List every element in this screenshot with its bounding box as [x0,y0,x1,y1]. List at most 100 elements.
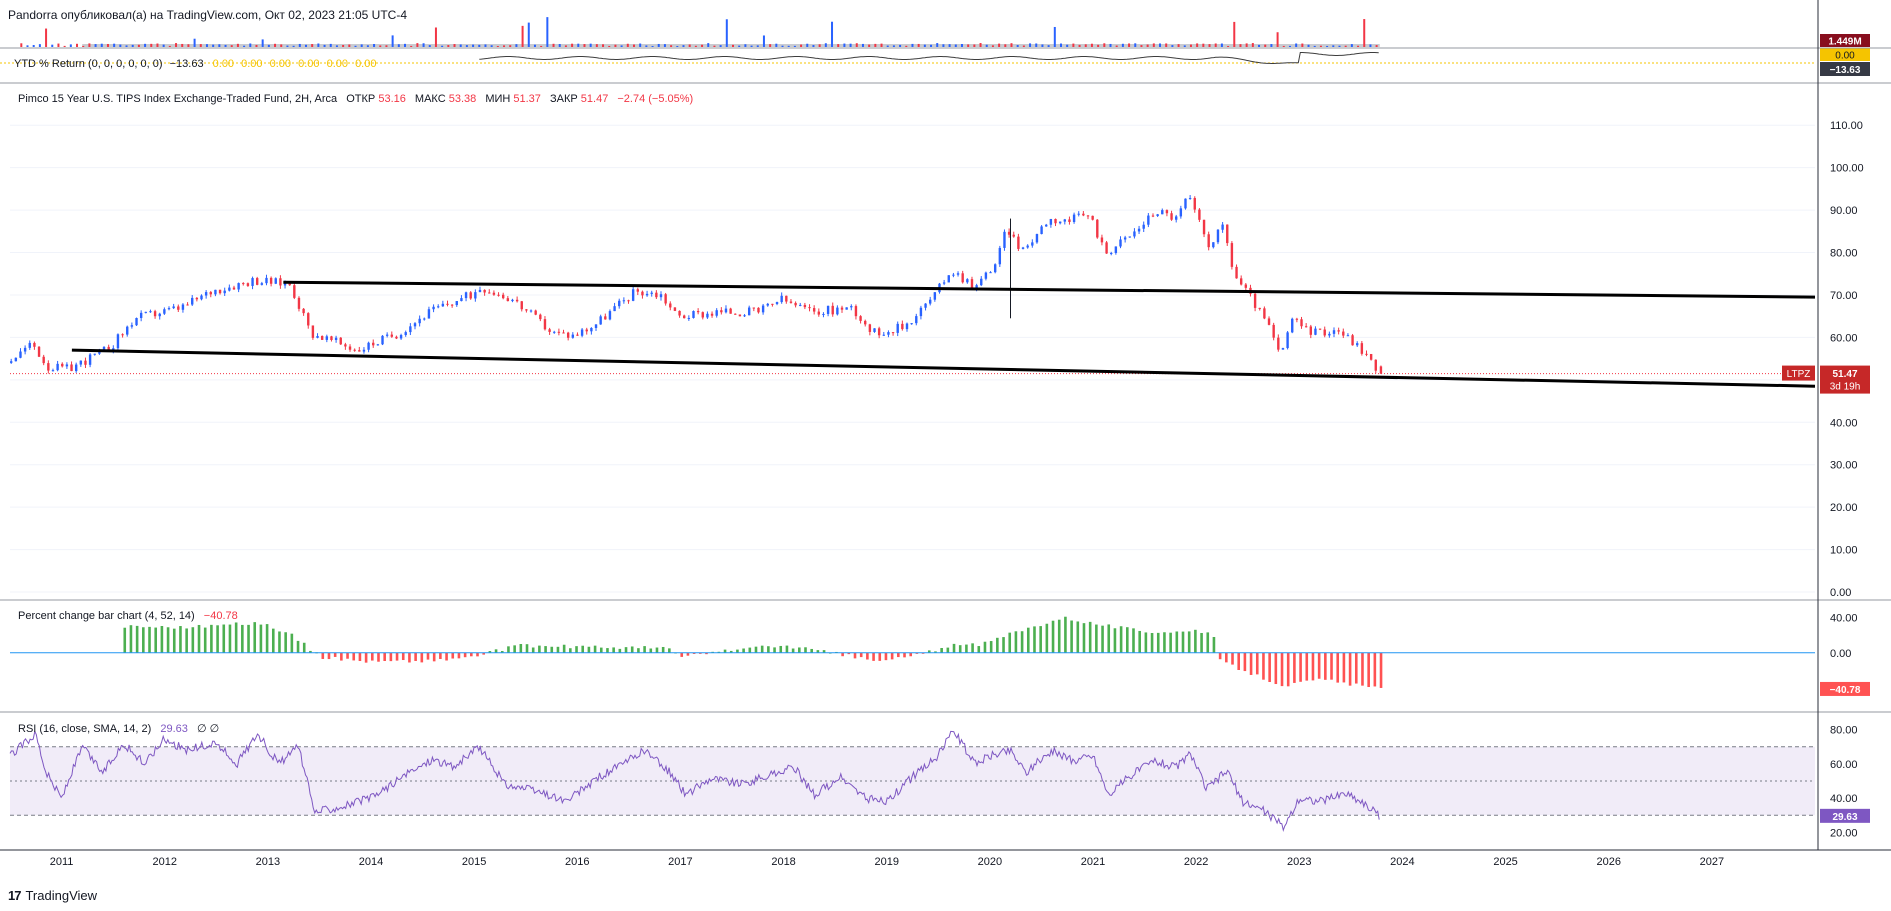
volume-bar [645,45,648,47]
tradingview-footer[interactable]: 17 TradingView [8,888,97,903]
price-pane[interactable] [10,124,1816,593]
candle [269,277,273,284]
percent-bar [476,652,479,657]
candle [761,305,765,313]
volume-bar [131,44,134,47]
volume-bar [434,27,437,47]
percent-bar [389,652,393,662]
candle [534,310,537,315]
percent-bar [531,647,535,653]
candle [520,301,523,310]
volume-bar [899,44,902,47]
percent-bar [668,648,671,653]
candle [191,297,194,305]
volume-bar [552,43,555,47]
candle [1304,326,1308,328]
candle [910,323,913,325]
volume-bar [744,44,747,47]
volume-bar [676,45,679,47]
percent-badge [1820,681,1870,696]
rsi-tick-label: 80.00 [1830,725,1858,737]
ytd-value-badge-text: −13.63 [1830,65,1861,76]
volume-bar [1016,45,1019,47]
volume-bar [478,44,481,47]
volume-bar [1319,45,1322,47]
time-axis[interactable]: 2011 2012 2013 2014 2015 2016 2017 2018 2019 2020… [50,856,1724,868]
candle [437,306,440,308]
candle [1342,331,1345,336]
volume-bar [26,45,29,47]
volume-bar [818,44,821,47]
volume-bar [762,35,765,47]
candle [265,277,268,284]
candle [362,349,366,352]
ytd-legend: YTD % Return (0, 0, 0, 0, 0, 0) −13.63 0… [14,58,376,70]
candle [307,313,310,326]
candle [1137,228,1141,232]
percent-bar [748,647,752,653]
candle [1365,353,1368,355]
volume-bar [348,44,351,47]
volume-bar [614,44,617,47]
volume-bar [1010,43,1013,47]
candle [501,294,505,299]
candle [1369,353,1373,360]
percent-bar [488,651,492,653]
percent-bar [977,646,981,653]
candle [803,304,807,308]
candle [794,302,797,306]
volume-bar [651,45,654,47]
trendline-lower [71,348,1816,388]
percent-bar [1317,652,1321,679]
candle [1031,242,1034,246]
percent-bar [1045,623,1049,653]
percent-bar [791,648,795,653]
volume-bar [410,45,413,47]
candle [1212,242,1215,248]
candle [28,342,31,348]
volume-bar [218,44,221,47]
ytd-extra-1: 0.00 [241,58,262,70]
volume-bar [707,43,710,47]
percent-bar [1008,632,1012,653]
volume-bar [1029,43,1032,47]
percent-bar [965,644,968,653]
candle [1314,328,1317,335]
volume-bar [1307,44,1310,47]
candle [51,370,55,372]
candle [204,292,208,296]
percent-bar [408,652,411,663]
published-by: Pandorra опубликовал(а) на TradingView.c… [8,8,407,22]
volume-bar [713,45,716,47]
percent-bar [383,652,386,662]
percent-bar [1082,623,1086,653]
candle [631,289,635,301]
candle [789,301,793,303]
volume-bar [243,45,246,47]
price-axis[interactable]: 110.00100.0090.0080.0070.0060.0050.0040.… [0,0,1891,851]
percent-bar [377,652,380,662]
ytd-extra-5: 0.00 [355,58,376,70]
volume-bar [1165,43,1168,47]
volume-bar [527,22,530,47]
percent-bar [550,646,554,653]
percent-bar [1014,631,1018,653]
percent-bar [129,625,133,653]
ytd-zero-badge-text: 0.00 [1835,51,1855,62]
time-tick-label: 2017 [668,856,692,868]
time-tick-label: 2020 [978,856,1002,868]
volume-bar [960,44,963,47]
candle [618,300,621,307]
percent-bar [1126,627,1129,653]
candle [358,350,361,352]
percent-bar [717,651,721,653]
volume-bar [954,44,957,47]
candle [1040,226,1043,235]
candle [924,303,927,308]
candle [255,278,259,285]
percent-bar [649,648,653,653]
percent-bar [705,652,708,655]
percent-bar [606,648,609,653]
percent-bar [1051,620,1055,653]
